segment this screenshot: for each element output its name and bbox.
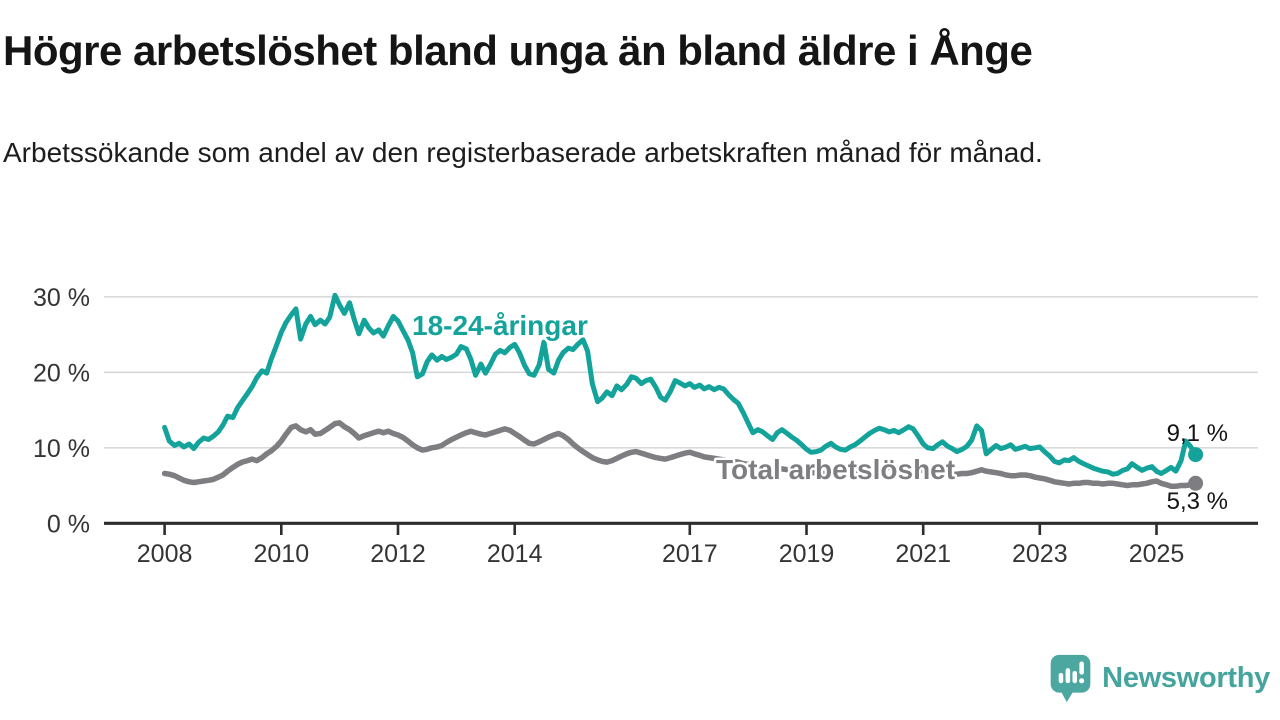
x-tick-label: 2010 <box>253 540 309 568</box>
page-subtitle: Arbetssökande som andel av den registerb… <box>3 137 1043 168</box>
series-label-total: Total arbetslöshet <box>716 454 955 485</box>
x-tick-label: 2014 <box>487 540 543 568</box>
x-tick-label: 2019 <box>779 540 835 568</box>
brand-footer: Newsworthy <box>1048 653 1270 704</box>
series-end-dot-total <box>1188 475 1204 491</box>
x-tick-label: 2008 <box>137 540 193 568</box>
y-tick-label: 30 % <box>33 284 90 312</box>
x-tick-label: 2023 <box>1012 540 1068 568</box>
axis-tick-labels: 2008 2010 2012 2014 2017 2019 2021 2023 2025 0 % 1… <box>33 284 1184 568</box>
page-title: Högre arbetslöshet bland unga än bland ä… <box>3 27 1033 74</box>
series-end-dots <box>1188 447 1204 491</box>
series-line-young <box>162 292 1199 477</box>
y-tick-label: 10 % <box>33 435 90 463</box>
series-label-young: 18-24-åringar <box>412 310 588 341</box>
series-line-total <box>161 420 1199 490</box>
x-tick-label: 2021 <box>895 540 951 568</box>
brand-name: Newsworthy <box>1102 662 1270 694</box>
y-tick-label: 20 % <box>33 359 90 387</box>
chart-annotations: 18-24-åringar Total arbetslöshet 9,1 % 5… <box>410 308 1229 516</box>
end-value-label-total: 5,3 % <box>1167 488 1228 515</box>
x-tick-label: 2012 <box>370 540 426 568</box>
series-end-dot-young <box>1188 447 1204 463</box>
x-axis <box>104 521 1258 535</box>
gridlines <box>104 295 1258 449</box>
end-value-label-young: 9,1 % <box>1167 420 1228 447</box>
x-tick-label: 2025 <box>1129 540 1185 568</box>
series-lines <box>161 292 1199 490</box>
y-tick-label: 0 % <box>47 510 90 538</box>
x-tick-label: 2017 <box>662 540 718 568</box>
newsworthy-logo-icon <box>1050 654 1091 703</box>
